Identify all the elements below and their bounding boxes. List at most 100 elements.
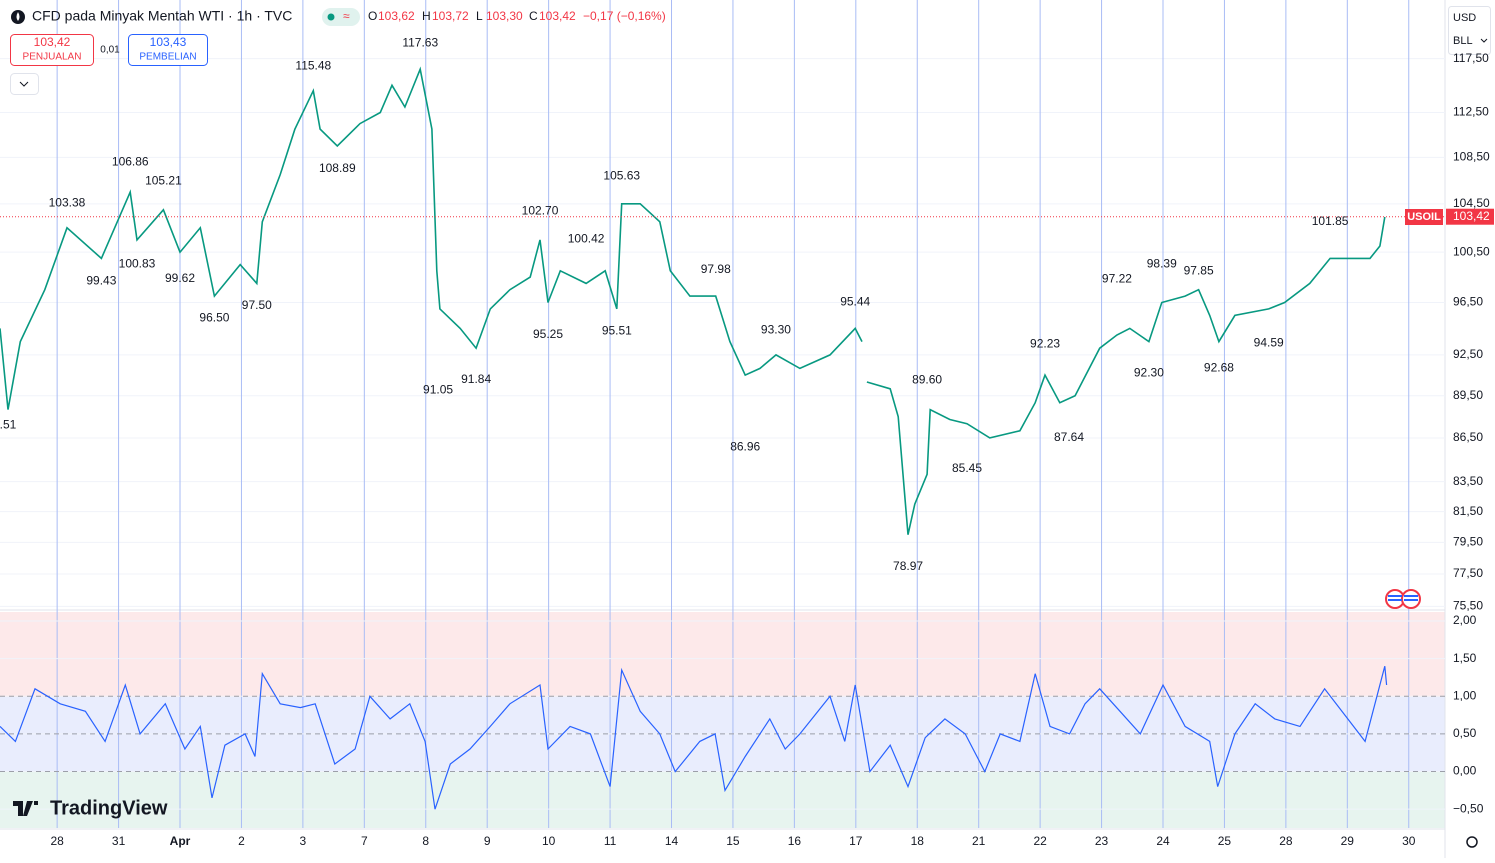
chevron [19, 81, 29, 87]
extreme-label: 92.23 [1030, 337, 1060, 351]
y-tick-label: 0,50 [1453, 726, 1477, 740]
x-tick-label: 3 [300, 834, 307, 848]
status-dot [327, 13, 335, 21]
y-tick-label: 117,50 [1453, 51, 1489, 65]
y-tick-label: 96,50 [1453, 295, 1483, 309]
x-tick-label: 8 [422, 834, 429, 848]
sell-label: PENJUALAN [23, 52, 82, 63]
extreme-label: 78.97 [893, 559, 923, 573]
extreme-label: 97.50 [242, 298, 272, 312]
y-tick-label: 108,50 [1453, 150, 1490, 164]
ohlc-label: C [529, 9, 538, 23]
extreme-label: 115.48 [295, 58, 331, 72]
extreme-label: 100.42 [568, 231, 605, 245]
extreme-label: 102.70 [522, 204, 559, 218]
x-tick-label: 23 [1095, 834, 1109, 848]
ohlc-label: O [368, 9, 377, 23]
last-price-tag [1446, 208, 1494, 225]
symbol-title[interactable]: CFD pada Minyak Mentah WTI · 1h · TVC [32, 8, 292, 24]
collapse-button[interactable] [10, 73, 39, 95]
y-tick-label: 75,50 [1453, 599, 1483, 613]
ohlc-value: 103,62 [378, 9, 415, 23]
x-tick-label: 11 [604, 834, 617, 848]
unit-box[interactable] [1448, 6, 1491, 55]
ohlc-label: L [476, 9, 483, 23]
price-line [0, 66, 1386, 535]
y-tick-label: 89,50 [1453, 388, 1483, 402]
y-tick-label: 2,00 [1453, 613, 1477, 627]
x-tick-label: 21 [972, 834, 986, 848]
x-tick-label: Apr [170, 834, 191, 848]
y-tick-label: 92,50 [1453, 347, 1483, 361]
extreme-label: 87.64 [1054, 430, 1084, 444]
extreme-label: 97.85 [1184, 263, 1214, 277]
extreme-label: 86.96 [730, 440, 760, 454]
extreme-label: 95.51 [602, 323, 632, 337]
neutral-band [0, 697, 1445, 772]
currency: USD [1453, 12, 1476, 24]
x-tick-label: 17 [849, 834, 863, 848]
x-tick-label: 28 [50, 834, 64, 848]
extreme-label: 92.30 [1134, 366, 1164, 380]
extreme-label: 101.85 [1312, 214, 1349, 228]
y-tick-label: 81,50 [1453, 504, 1483, 518]
x-tick-label: 30 [1402, 834, 1416, 848]
extreme-label: 95.44 [840, 294, 870, 308]
oversold-band [0, 772, 1445, 828]
y-tick-label: 0,00 [1453, 764, 1477, 778]
x-tick-label: 2 [238, 834, 245, 848]
status-wave: ≈ [343, 9, 350, 23]
buy-button[interactable] [128, 34, 208, 66]
x-tick-label: 29 [1341, 834, 1355, 848]
chevron [1480, 38, 1488, 43]
extreme-label: 96.50 [199, 311, 229, 325]
y-tick-label: 1,00 [1453, 688, 1477, 702]
ohlc-value: 103,42 [539, 9, 576, 23]
extreme-label: 108.89 [319, 161, 356, 175]
extreme-label: 117.63 [402, 35, 438, 49]
extreme-label: 95.25 [533, 327, 563, 341]
x-tick-label: 24 [1156, 834, 1170, 848]
extreme-label: 89.60 [912, 373, 942, 387]
extreme-label: 85.45 [952, 461, 982, 475]
x-tick-label: 15 [726, 834, 740, 848]
extreme-label: 93.30 [761, 322, 791, 336]
symbol-tag-text: USOIL [1407, 211, 1441, 223]
symbol-icon-drop [16, 12, 20, 21]
extreme-label: 99.43 [86, 274, 116, 288]
y-tick-label: 104,50 [1453, 196, 1490, 210]
y-tick-label: 77,50 [1453, 566, 1483, 580]
ohlc-value: 103,30 [486, 9, 523, 23]
y-tick-label: 112,50 [1453, 105, 1489, 119]
y-tick-label: 1,50 [1453, 651, 1477, 665]
extreme-label: 98.39 [1147, 257, 1177, 271]
extreme-label: 105.63 [603, 169, 640, 183]
buy-label: PEMBELIAN [139, 52, 196, 63]
buy-price: 103,43 [150, 35, 187, 49]
y-tick-label: 86,50 [1453, 430, 1483, 444]
extreme-label: 97.98 [701, 262, 731, 276]
last-price-label: 103,42 [1453, 209, 1490, 223]
x-tick-label: 9 [484, 834, 491, 848]
extreme-label: 99.62 [165, 271, 195, 285]
extreme-label: 106.86 [112, 154, 149, 168]
sell-price: 103,42 [34, 35, 71, 49]
price-change: −0,17 (−0,16%) [583, 9, 666, 23]
overbought-band [0, 612, 1445, 697]
settings-icon[interactable] [1466, 836, 1478, 848]
y-tick-label: −0,50 [1453, 801, 1484, 815]
x-tick-label: 16 [788, 834, 802, 848]
extreme-label: 94.59 [1254, 335, 1284, 349]
extreme-label: 105.21 [145, 174, 182, 188]
ohlc-value: 103,72 [432, 9, 469, 23]
x-tick-label: 10 [542, 834, 556, 848]
flag-stripes [1388, 595, 1418, 601]
sell-button[interactable] [10, 34, 94, 66]
y-tick-label: 100,50 [1453, 244, 1490, 258]
status-badge[interactable] [322, 8, 360, 26]
extreme-label: 103.38 [49, 195, 86, 209]
x-tick-label: 31 [112, 834, 126, 848]
extreme-label: 92.68 [1204, 361, 1234, 375]
x-tick-label: 14 [665, 834, 679, 848]
